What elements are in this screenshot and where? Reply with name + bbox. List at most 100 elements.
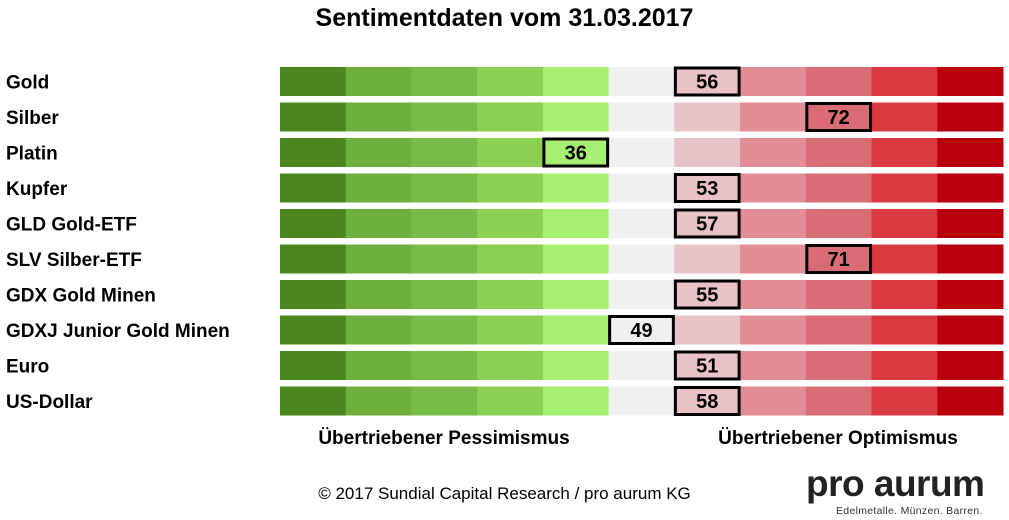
scale-segment	[542, 173, 610, 203]
scale-segment	[477, 102, 544, 132]
scale-segment	[937, 173, 1004, 203]
value-label: 58	[696, 391, 718, 413]
category-label: Euro	[6, 357, 49, 378]
scale-segment	[805, 386, 873, 416]
value-label: 72	[828, 107, 850, 129]
scale-segment	[345, 67, 412, 96]
scale-segment	[411, 280, 478, 309]
scale-segment	[542, 209, 610, 238]
copyright-text: © 2017 Sundial Capital Research / pro au…	[318, 484, 691, 503]
scale-segment	[871, 67, 938, 96]
scale-segment	[477, 67, 544, 96]
scale-segment	[674, 315, 741, 345]
scale-segment	[411, 138, 478, 167]
category-label: SLV Silber-ETF	[6, 250, 142, 271]
row-gld-gold-etf: GLD Gold-ETF 57	[6, 208, 1004, 239]
scale-segment	[477, 138, 544, 167]
scale-segment	[542, 280, 610, 309]
scale-segment	[805, 67, 873, 96]
scale-segment	[740, 280, 807, 309]
scale-segment	[280, 386, 347, 416]
scale-segment	[280, 315, 347, 345]
scale-segment	[740, 67, 807, 96]
scale-segment	[740, 102, 807, 132]
scale-segment	[477, 209, 544, 238]
scale-segment	[740, 209, 807, 238]
scale-segment	[805, 138, 873, 167]
scale-segment	[411, 209, 478, 238]
scale-segment	[740, 244, 807, 274]
scale-segment	[805, 351, 873, 380]
scale-segment	[345, 138, 412, 167]
value-label: 49	[630, 320, 652, 342]
value-marker	[673, 350, 741, 381]
logo-name: pro aurum	[806, 463, 985, 504]
scale-segment	[542, 386, 610, 416]
value-marker	[608, 315, 675, 345]
scale-segment	[805, 280, 873, 309]
chart-title: Sentimentdaten vom 31.03.2017	[315, 4, 694, 32]
row-euro: Euro 51	[6, 350, 1004, 381]
value-label: 71	[828, 249, 850, 271]
scale-segment	[477, 386, 544, 416]
scale-segment	[542, 315, 610, 345]
scale-segment	[345, 351, 412, 380]
category-label: US-Dollar	[6, 392, 93, 413]
scale-segment	[345, 244, 412, 274]
sentiment-chart: Gold 56 Silber 72 Platin 36 Kupfer 53 GLD Gold-E…	[6, 66, 1004, 449]
value-marker	[673, 173, 741, 203]
category-label: GDX Gold Minen	[6, 286, 156, 307]
scale-segment	[280, 244, 347, 274]
scale-segment	[608, 102, 675, 132]
category-label: Platin	[6, 144, 58, 165]
scale-segment	[477, 244, 544, 274]
scale-segment	[608, 209, 675, 238]
scale-segment	[937, 209, 1004, 238]
value-marker	[542, 137, 610, 168]
row-slv-silber-etf: SLV Silber-ETF 71	[6, 244, 1004, 274]
scale-segment	[674, 244, 741, 274]
scale-segment	[740, 351, 807, 380]
category-label: GDXJ Junior Gold Minen	[6, 321, 230, 342]
value-marker	[673, 279, 741, 310]
scale-segment	[871, 280, 938, 309]
scale-segment	[871, 315, 938, 345]
logo-tagline: Edelmetalle. Münzen. Barren.	[836, 505, 983, 517]
scale-segment	[345, 209, 412, 238]
category-label: Kupfer	[6, 179, 68, 200]
scale-segment	[608, 173, 675, 203]
category-label: Gold	[6, 73, 49, 94]
pro-aurum-logo: pro aurum Edelmetalle. Münzen. Barren.	[806, 463, 1002, 518]
scale-segment	[411, 386, 478, 416]
scale-segment	[411, 315, 478, 345]
scale-segment	[871, 138, 938, 167]
row-kupfer: Kupfer 53	[6, 173, 1004, 203]
value-label: 57	[696, 214, 718, 236]
scale-segment	[542, 102, 610, 132]
scale-segment	[345, 280, 412, 309]
scale-segment	[280, 280, 347, 309]
scale-segment	[477, 280, 544, 309]
scale-segment	[937, 138, 1004, 167]
row-gold: Gold 56	[6, 66, 1004, 97]
value-label: 55	[696, 285, 718, 307]
scale-segment	[805, 315, 873, 345]
scale-segment	[542, 67, 610, 96]
scale-segment	[477, 351, 544, 380]
scale-segment	[345, 386, 412, 416]
scale-segment	[740, 173, 807, 203]
category-label: Silber	[6, 108, 59, 129]
scale-segment	[280, 138, 347, 167]
scale-segment	[411, 244, 478, 274]
value-marker	[673, 386, 741, 416]
scale-segment	[674, 102, 741, 132]
scale-segment	[608, 386, 675, 416]
scale-segment	[871, 386, 938, 416]
scale-segment	[280, 102, 347, 132]
scale-segment	[542, 244, 610, 274]
row-platin: Platin 36	[6, 137, 1004, 168]
scale-segment	[411, 67, 478, 96]
category-label: GLD Gold-ETF	[6, 215, 137, 236]
scale-segment	[805, 173, 873, 203]
scale-segment	[608, 351, 675, 380]
